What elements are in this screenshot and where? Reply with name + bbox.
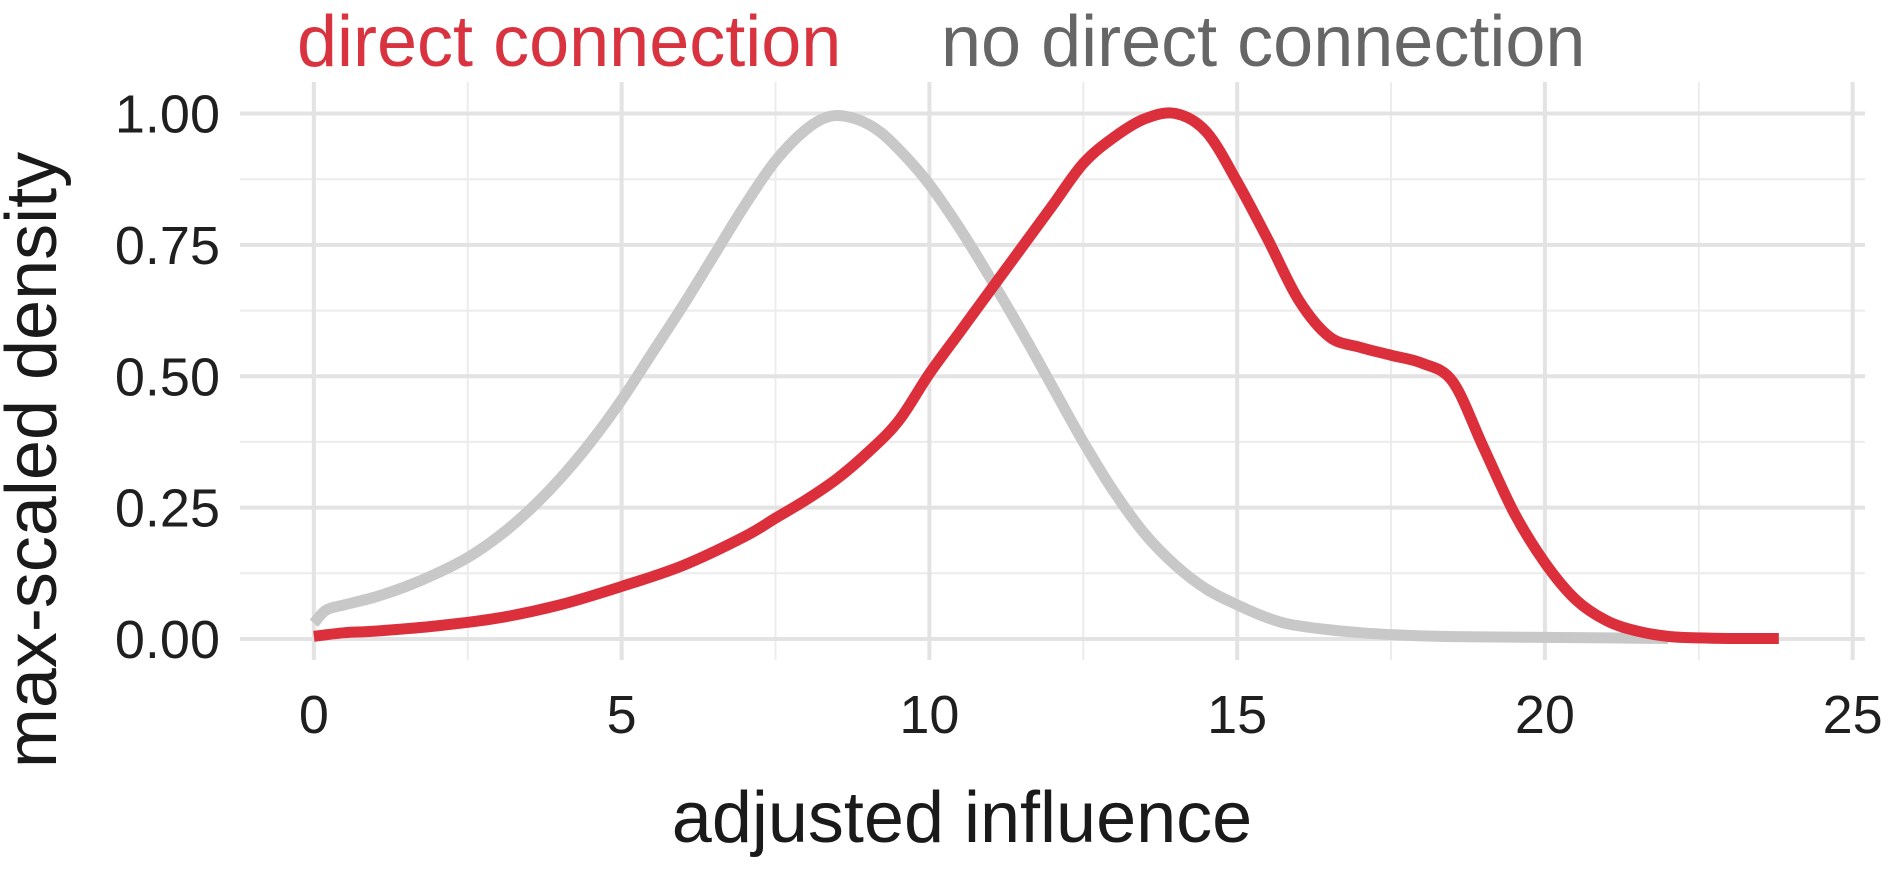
x-tick-label: 5 — [607, 685, 637, 745]
x-tick-label: 20 — [1515, 685, 1575, 745]
x-axis-title: adjusted influence — [672, 778, 1252, 858]
y-tick-labels: 0.00 0.25 0.50 0.75 1.00 — [115, 85, 220, 670]
legend: direct connection no direct connection — [297, 2, 1585, 82]
y-tick-label: 0.00 — [115, 610, 220, 670]
x-tick-label: 25 — [1823, 685, 1883, 745]
x-tick-label: 0 — [299, 685, 329, 745]
series-layer — [309, 107, 1779, 644]
series-line-no-direct-connection — [309, 109, 1669, 644]
y-tick-label: 0.25 — [115, 479, 220, 539]
x-tick-label: 15 — [1207, 685, 1267, 745]
y-tick-label: 0.50 — [115, 347, 220, 407]
x-tick-labels: 0 5 10 15 20 25 — [299, 685, 1883, 745]
series-line-direct-connection — [313, 107, 1779, 644]
legend-label-no-direct-connection: no direct connection — [941, 2, 1585, 82]
grid-layer — [240, 82, 1865, 660]
y-tick-label: 1.00 — [115, 85, 220, 145]
x-tick-label: 10 — [899, 685, 959, 745]
legend-label-direct-connection: direct connection — [297, 2, 841, 82]
y-axis-title: max-scaled density — [0, 152, 72, 768]
y-tick-label: 0.75 — [115, 216, 220, 276]
